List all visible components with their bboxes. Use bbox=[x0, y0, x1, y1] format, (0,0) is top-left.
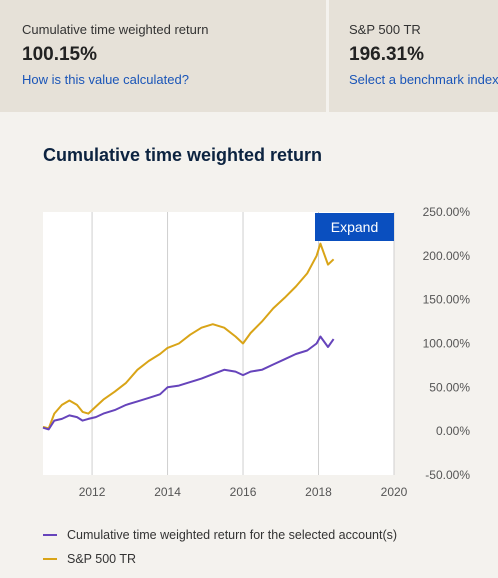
x-tick-label: 2012 bbox=[79, 485, 106, 499]
legend-swatch-benchmark bbox=[43, 558, 57, 560]
select-benchmark-link[interactable]: Select a benchmark index bbox=[349, 72, 498, 87]
legend-swatch-account bbox=[43, 534, 57, 536]
x-tick-label: 2014 bbox=[154, 485, 181, 499]
legend-item-benchmark: S&P 500 TR bbox=[43, 552, 136, 566]
expand-button-bg[interactable] bbox=[315, 213, 394, 241]
benchmark-label: S&P 500 TR bbox=[349, 22, 421, 37]
plot-area bbox=[43, 212, 394, 475]
y-tick-label: 50.00% bbox=[429, 380, 470, 394]
cumulative-return-label: Cumulative time weighted return bbox=[22, 22, 209, 37]
legend-label-benchmark: S&P 500 TR bbox=[67, 552, 137, 566]
cumulative-return-card: Cumulative time weighted return 100.15% … bbox=[0, 0, 326, 112]
y-tick-label: 150.00% bbox=[423, 293, 471, 307]
x-tick-label: 2018 bbox=[305, 485, 332, 499]
how-calculated-link[interactable]: How is this value calculated? bbox=[22, 72, 189, 87]
benchmark-value: 196.31% bbox=[349, 44, 425, 65]
x-tick-label: 2016 bbox=[230, 485, 257, 499]
y-tick-label: 0.00% bbox=[436, 424, 470, 438]
y-tick-label: 100.00% bbox=[423, 337, 471, 351]
expand-label[interactable]: Expand bbox=[331, 219, 378, 235]
legend-label-account: Cumulative time weighted return for the … bbox=[67, 528, 398, 542]
return-chart: 2012 2014 2016 2018 2020 -50.00% 0.00% 50.00% 10… bbox=[42, 205, 471, 499]
benchmark-card: S&P 500 TR 196.31% Select a benchmark in… bbox=[329, 0, 498, 112]
y-tick-label: -50.00% bbox=[425, 468, 470, 482]
section-title: Cumulative time weighted return bbox=[43, 145, 323, 165]
series-line-account bbox=[42, 335, 335, 431]
y-tick-label: 250.00% bbox=[423, 205, 471, 219]
series-line-benchmark bbox=[42, 242, 335, 430]
expand-button[interactable]: Expand bbox=[315, 213, 394, 241]
legend-item-account: Cumulative time weighted return for the … bbox=[43, 528, 397, 542]
x-tick-label: 2020 bbox=[381, 485, 408, 499]
cumulative-return-value: 100.15% bbox=[22, 44, 98, 65]
y-tick-label: 200.00% bbox=[423, 249, 471, 263]
